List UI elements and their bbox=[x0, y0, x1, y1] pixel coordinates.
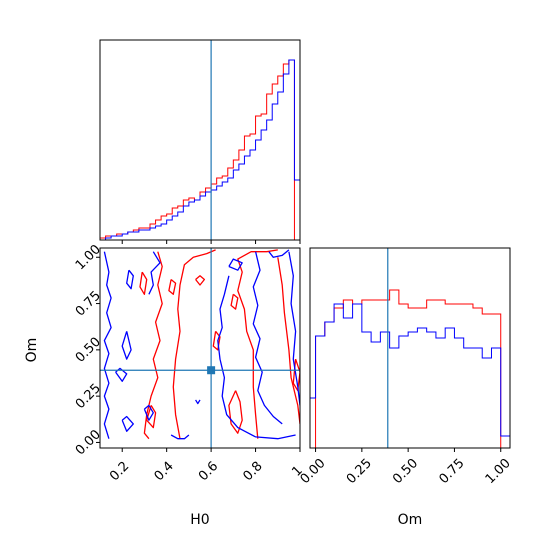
contour-series-2-path-12 bbox=[268, 249, 290, 258]
hist-om-xtick-label: 0.75 bbox=[436, 456, 467, 487]
contour-series-2-path-7 bbox=[143, 404, 154, 421]
contour-series-1-path-5 bbox=[168, 278, 177, 295]
hist-om-xtick-label: 1.00 bbox=[483, 456, 514, 487]
histogram-h0-panel bbox=[99, 39, 301, 244]
contour-series-1-path-4 bbox=[172, 249, 216, 439]
contour-series-2-path-5 bbox=[121, 415, 134, 432]
contour-series-2-path-14 bbox=[195, 399, 201, 405]
contour-xtick-label: 0.6 bbox=[196, 459, 221, 484]
contour-series-1-path-8 bbox=[212, 330, 221, 351]
histogram-om-panel: 0.00 0.25 0.50 0.75 1.00 bbox=[298, 247, 514, 487]
x-axis-label-om: Om bbox=[398, 512, 423, 528]
hist-h0-series-2-step bbox=[100, 59, 301, 241]
hist-om-xtick-label: 0.25 bbox=[344, 456, 375, 487]
contour-xtick-label: 0.8 bbox=[240, 459, 265, 484]
contour-series-2-path-9 bbox=[217, 275, 296, 440]
contour-h0-om-panel: 0.2 0.4 0.6 0.8 10.000.250.500.751.00 bbox=[73, 242, 306, 484]
contour-series-1-path-7 bbox=[237, 249, 278, 439]
contour-series-1-path-1 bbox=[143, 251, 163, 440]
contour-series-2-path-10 bbox=[228, 258, 243, 271]
contour-xtick-label: 0.4 bbox=[152, 459, 177, 484]
hist-h0-series-1-step bbox=[99, 59, 300, 241]
truth-marker bbox=[207, 366, 216, 375]
contour-series-2-path-13 bbox=[288, 251, 300, 406]
contour-series-1-path-10 bbox=[228, 390, 243, 434]
contour-series-2-path-8 bbox=[170, 434, 190, 440]
contour-series-2-path-6 bbox=[148, 251, 161, 295]
contour-series-1-path-2 bbox=[139, 271, 148, 295]
hist-h0-frame bbox=[99, 39, 301, 241]
contour-series-2-path-11 bbox=[252, 251, 283, 425]
x-axis-label-h0: H0 bbox=[190, 512, 209, 528]
contour-series-1-path-6 bbox=[195, 275, 206, 286]
contour-frame bbox=[99, 247, 301, 449]
contour-lines bbox=[103, 249, 300, 440]
contour-series-1-path-9 bbox=[230, 293, 239, 310]
hist-om-series-1-step bbox=[310, 289, 510, 449]
y-axis-label-om: Om bbox=[24, 338, 40, 363]
contour-series-2-path-3 bbox=[121, 331, 132, 360]
contour-xtick-label: 0.2 bbox=[107, 459, 132, 484]
hist-om-frame bbox=[309, 247, 511, 449]
hist-om-xtick-label: 0.00 bbox=[298, 456, 329, 487]
contour-series-2-path-1 bbox=[103, 251, 112, 439]
hist-om-series-2-step bbox=[309, 303, 511, 448]
contour-series-1-path-11 bbox=[277, 257, 300, 424]
hist-om-xtick-label: 0.50 bbox=[390, 456, 421, 487]
contour-series-1-path-3 bbox=[146, 405, 157, 429]
contour-series-2-path-2 bbox=[126, 269, 134, 290]
